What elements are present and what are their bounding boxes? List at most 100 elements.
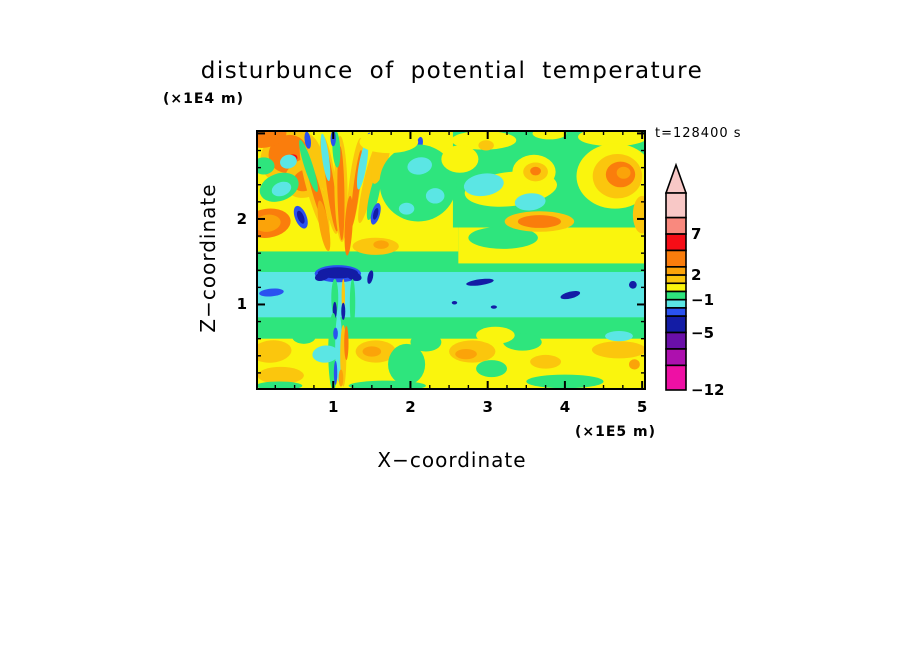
contour-blob [296, 210, 305, 224]
x-tick-label: 5 [636, 398, 648, 416]
contour-blob [333, 360, 338, 385]
colorbar-segment [665, 315, 687, 334]
contour-blob [366, 169, 382, 221]
contour-blob [299, 139, 318, 192]
x-tick-label: 3 [482, 398, 493, 416]
colorbar-segment [665, 192, 687, 219]
colorbar-segment [665, 216, 687, 235]
contour-blob [530, 354, 562, 369]
contour-blob [490, 305, 497, 309]
contour-blob [344, 195, 353, 256]
contour-shapes [256, 130, 646, 390]
colorbar-segment [665, 348, 687, 367]
contour-blob [344, 325, 349, 361]
colorbar-segment [665, 266, 687, 276]
contour-blob [410, 332, 442, 352]
contour-blob [455, 348, 477, 360]
colorbar-svg [664, 162, 688, 391]
contour-blob [578, 130, 646, 147]
contour-blob [312, 345, 339, 363]
x-axis-title: X−coordinate [377, 448, 527, 472]
chart-title: disturbunce of potential temperature [200, 58, 704, 84]
contour-blob [530, 166, 541, 176]
contour-blob [341, 302, 346, 320]
colorbar-segment [665, 307, 687, 317]
contour-blob [359, 130, 419, 154]
contour-blob [333, 327, 338, 340]
contour-blob [256, 340, 292, 363]
contour-blob [320, 133, 331, 182]
colorbar-segment [665, 298, 687, 309]
colorbar-tick-label: −1 [691, 290, 715, 309]
contour-blob [517, 215, 562, 228]
contour-blob [463, 173, 504, 197]
contour-blob [292, 330, 316, 344]
contour-blob [314, 271, 330, 281]
colorbar-segment [665, 290, 687, 301]
contour-blob [346, 271, 362, 281]
contour-blob [304, 131, 312, 149]
y-tick-label: 1 [236, 295, 247, 314]
contour-blob [468, 226, 538, 249]
colorbar-overflow-arrow [664, 162, 688, 194]
contour-blob [560, 290, 581, 300]
contour-blob [407, 157, 432, 175]
contour-band [256, 266, 646, 318]
colorbar-segment [665, 282, 687, 293]
contour-blob [476, 360, 507, 378]
contour-blob [629, 359, 640, 370]
contour-blob [605, 330, 633, 342]
contour-blob [317, 200, 331, 252]
plot-frame [256, 130, 646, 390]
contour-blob [372, 208, 379, 220]
x-axis-unit-label: (×1E5 m) [574, 424, 656, 440]
colorbar-segment [665, 249, 687, 268]
contour-blob [514, 193, 546, 211]
contour-blob [349, 278, 356, 327]
contour-blob [280, 154, 297, 169]
contour-plot-area [256, 130, 646, 390]
x-tick-label: 4 [559, 398, 571, 416]
z-axis-unit-label: (×1E4 m) [163, 91, 245, 107]
contour-blob [451, 301, 458, 305]
contour-blob [367, 270, 374, 284]
colorbar-segment [665, 331, 687, 350]
contour-blob [478, 140, 494, 151]
y-tick-label: 2 [236, 209, 247, 228]
contour-blob [257, 366, 304, 385]
contour-blob [466, 278, 494, 286]
contour-field-svg [256, 130, 646, 390]
contour-blob [362, 346, 382, 357]
y-axis-title: Z−coordinate [196, 183, 220, 333]
contour-blob [616, 166, 631, 179]
contour-blob [373, 240, 389, 249]
contour-blob [591, 341, 646, 359]
colorbar-segment [665, 364, 687, 391]
contour-blob [532, 130, 567, 140]
contour-blob [256, 381, 303, 390]
contour-blob [388, 343, 426, 385]
contour-blob [338, 369, 344, 387]
contour-blob [632, 195, 646, 234]
contour-blob [271, 181, 292, 197]
x-tick-label: 2 [405, 398, 416, 416]
contour-blob [451, 130, 517, 150]
contour-blob [348, 380, 426, 390]
colorbar-segment [665, 233, 687, 252]
colorbar-tick-label: −12 [691, 381, 725, 399]
contour-blob [337, 146, 345, 241]
colorbar-tick-label: −5 [691, 323, 715, 342]
x-tick-label: 1 [328, 398, 339, 416]
colorbar-tick-label: 7 [691, 225, 702, 244]
colorbar-segment [665, 274, 687, 285]
contour-blob [256, 157, 275, 175]
contour-blob [259, 288, 284, 297]
colorbar-tick-label: 2 [691, 266, 702, 285]
contour-blob [476, 326, 515, 344]
contour-blob [356, 142, 369, 190]
contour-blob [629, 280, 637, 289]
time-annotation: t=128400 s [655, 126, 742, 141]
colorbar [662, 160, 692, 394]
contour-blob [441, 145, 479, 173]
